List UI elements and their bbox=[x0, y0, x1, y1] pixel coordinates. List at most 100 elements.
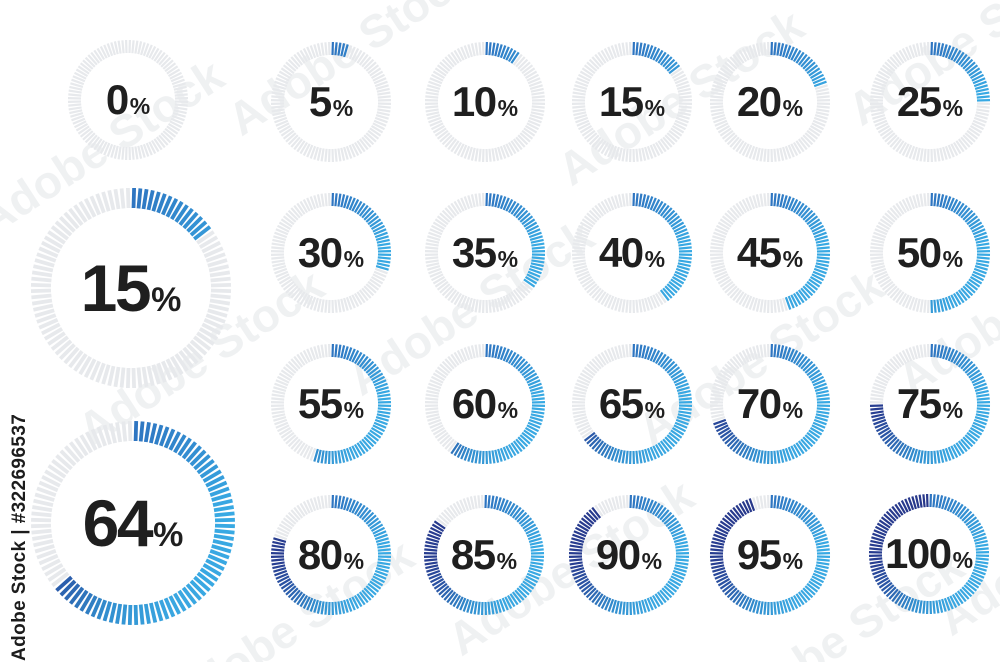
percentage-ring-80: 80% bbox=[268, 492, 394, 618]
ring-label: 64% bbox=[28, 418, 238, 628]
percentage-ring-40: 40% bbox=[569, 190, 695, 316]
percentage-ring-70: 70% bbox=[707, 341, 833, 467]
ring-value: 100 bbox=[884, 530, 952, 577]
percentage-ring-35: 35% bbox=[422, 190, 548, 316]
ring-percent-sign: % bbox=[644, 246, 666, 272]
ring-label: 45% bbox=[707, 190, 833, 316]
ring-percent-sign: % bbox=[952, 547, 974, 573]
ring-label: 85% bbox=[421, 492, 547, 618]
percentage-ring-55: 55% bbox=[268, 341, 394, 467]
ring-label: 65% bbox=[569, 341, 695, 467]
ring-value: 25 bbox=[896, 78, 942, 125]
ring-value: 15 bbox=[598, 78, 644, 125]
percentage-ring-90: 90% bbox=[566, 492, 692, 618]
ring-ticks bbox=[869, 41, 991, 163]
ring-label: 50% bbox=[867, 190, 993, 316]
percentage-ring-5: 5% bbox=[268, 39, 394, 165]
ring-label: 55% bbox=[268, 341, 394, 467]
ring-ticks bbox=[869, 343, 991, 465]
ring-percent-sign: % bbox=[343, 397, 365, 423]
ring-value: 40 bbox=[598, 229, 644, 276]
ring-ticks bbox=[424, 343, 546, 465]
ring-ticks bbox=[423, 494, 545, 616]
ring-percent-sign: % bbox=[343, 246, 365, 272]
percentage-ring-45: 45% bbox=[707, 190, 833, 316]
ring-percent-sign: % bbox=[942, 397, 964, 423]
ring-percent-sign: % bbox=[641, 548, 663, 574]
ring-label: 20% bbox=[707, 39, 833, 165]
ring-percent-sign: % bbox=[782, 246, 804, 272]
ring-percent-sign: % bbox=[332, 95, 354, 121]
percentage-ring-64: 64% bbox=[28, 418, 238, 628]
ring-value: 20 bbox=[736, 78, 782, 125]
ring-label: 75% bbox=[867, 341, 993, 467]
ring-percent-sign: % bbox=[497, 95, 519, 121]
percentage-ring-85: 85% bbox=[421, 492, 547, 618]
ring-label: 5% bbox=[268, 39, 394, 165]
ring-label: 90% bbox=[566, 492, 692, 618]
ring-value: 65 bbox=[598, 380, 644, 427]
ring-label: 15% bbox=[569, 39, 695, 165]
ring-ticks bbox=[709, 192, 831, 314]
ring-ticks bbox=[709, 494, 831, 616]
ring-ticks bbox=[571, 343, 693, 465]
ring-value: 64 bbox=[82, 486, 154, 560]
ring-ticks bbox=[31, 421, 235, 625]
ring-percent-sign: % bbox=[496, 548, 518, 574]
ring-ticks bbox=[270, 192, 392, 314]
percentage-ring-50: 50% bbox=[867, 190, 993, 316]
ring-ticks bbox=[270, 343, 392, 465]
ring-label: 35% bbox=[422, 190, 548, 316]
ring-value: 0 bbox=[105, 76, 129, 123]
ring-label: 40% bbox=[569, 190, 695, 316]
ring-ticks bbox=[424, 41, 546, 163]
ring-label: 10% bbox=[422, 39, 548, 165]
ring-value: 55 bbox=[297, 380, 343, 427]
ring-label: 30% bbox=[268, 190, 394, 316]
ring-value: 10 bbox=[451, 78, 497, 125]
ring-value: 45 bbox=[736, 229, 782, 276]
ring-percent-sign: % bbox=[343, 548, 365, 574]
percentage-ring-95: 95% bbox=[707, 492, 833, 618]
ring-label: 80% bbox=[268, 492, 394, 618]
ring-value: 50 bbox=[896, 229, 942, 276]
ring-label: 100% bbox=[866, 491, 992, 617]
ring-value: 75 bbox=[896, 380, 942, 427]
ring-percent-sign: % bbox=[153, 516, 184, 554]
ring-ticks bbox=[30, 187, 232, 389]
percentage-ring-60: 60% bbox=[422, 341, 548, 467]
ring-label: 15% bbox=[28, 185, 234, 391]
ring-ticks bbox=[869, 192, 991, 314]
ring-value: 95 bbox=[736, 531, 782, 578]
percentage-ring-10: 10% bbox=[422, 39, 548, 165]
percentage-ring-30: 30% bbox=[268, 190, 394, 316]
ring-ticks bbox=[571, 41, 693, 163]
ring-label: 60% bbox=[422, 341, 548, 467]
ring-percent-sign: % bbox=[942, 246, 964, 272]
percentage-ring-25: 25% bbox=[867, 39, 993, 165]
ring-ticks bbox=[67, 39, 189, 161]
ring-ticks bbox=[424, 192, 546, 314]
percentage-ring-100: 100% bbox=[866, 491, 992, 617]
percentage-ring-20: 20% bbox=[707, 39, 833, 165]
ring-label: 0% bbox=[65, 37, 191, 163]
ring-ticks bbox=[709, 343, 831, 465]
ring-percent-sign: % bbox=[644, 95, 666, 121]
ring-percent-sign: % bbox=[497, 397, 519, 423]
ring-label: 25% bbox=[867, 39, 993, 165]
ring-label: 95% bbox=[707, 492, 833, 618]
ring-value: 60 bbox=[451, 380, 497, 427]
ring-ticks bbox=[709, 41, 831, 163]
ring-value: 15 bbox=[80, 251, 152, 325]
ring-ticks bbox=[270, 494, 392, 616]
ring-percent-sign: % bbox=[497, 246, 519, 272]
percentage-ring-75: 75% bbox=[867, 341, 993, 467]
ring-ticks bbox=[270, 41, 392, 163]
ring-value: 5 bbox=[308, 78, 332, 125]
ring-percent-sign: % bbox=[151, 281, 182, 319]
ring-percent-sign: % bbox=[782, 95, 804, 121]
ring-value: 90 bbox=[595, 531, 641, 578]
ring-value: 35 bbox=[451, 229, 497, 276]
